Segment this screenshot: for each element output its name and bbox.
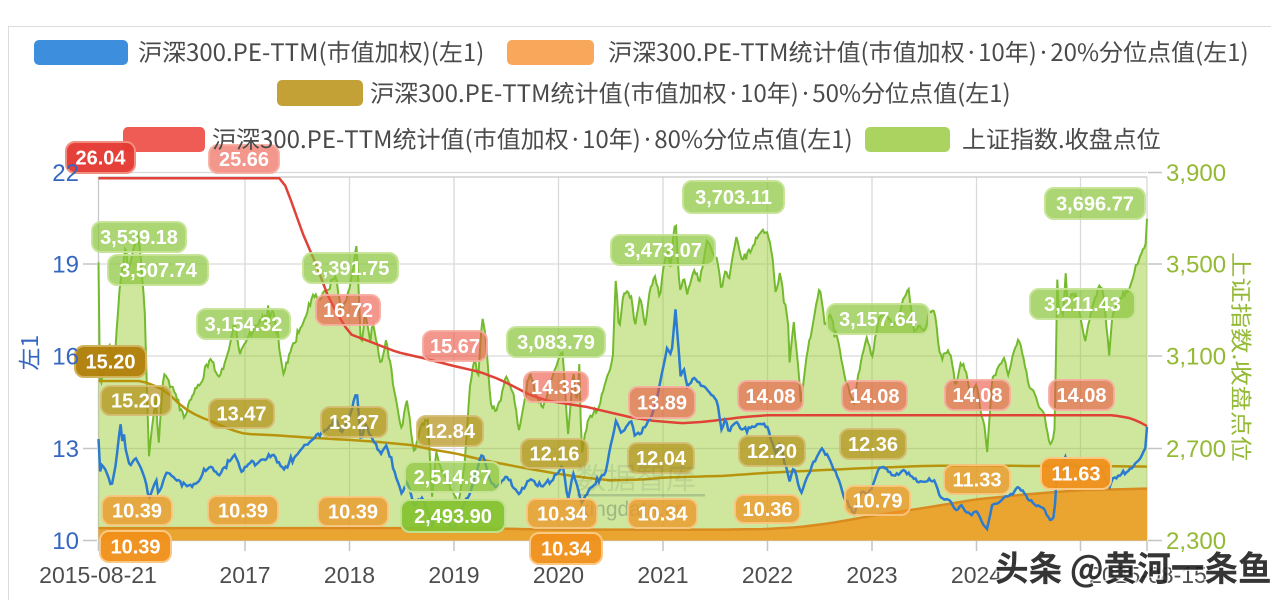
svg-text:13.47: 13.47 [216, 404, 266, 426]
svg-text:10.36: 10.36 [742, 499, 792, 521]
svg-text:15.20: 15.20 [111, 391, 161, 413]
svg-text:2020: 2020 [533, 562, 584, 588]
svg-text:2023: 2023 [846, 562, 897, 588]
svg-text:2021: 2021 [637, 562, 688, 588]
svg-text:3,473.07: 3,473.07 [624, 240, 702, 262]
svg-text:10.39: 10.39 [112, 501, 162, 523]
svg-text:2018: 2018 [324, 562, 375, 588]
svg-text:2022: 2022 [742, 562, 793, 588]
svg-text:14.35: 14.35 [531, 377, 581, 399]
svg-text:3,157.64: 3,157.64 [839, 309, 918, 331]
svg-text:10.34: 10.34 [537, 504, 588, 526]
svg-text:3,539.18: 3,539.18 [100, 227, 178, 249]
svg-text:10.39: 10.39 [218, 501, 268, 523]
svg-text:12.84: 12.84 [425, 421, 476, 443]
svg-text:14.08: 14.08 [745, 386, 795, 408]
svg-text:15.20: 15.20 [85, 352, 135, 374]
svg-text:3,211.43: 3,211.43 [1044, 294, 1121, 316]
svg-text:25.66: 25.66 [219, 149, 269, 171]
svg-text:12.16: 12.16 [529, 444, 579, 466]
svg-text:12.04: 12.04 [636, 448, 687, 470]
svg-text:10.79: 10.79 [852, 491, 902, 513]
svg-text:10.39: 10.39 [328, 502, 378, 524]
svg-text:19: 19 [52, 252, 79, 279]
svg-text:3,696.77: 3,696.77 [1056, 194, 1134, 216]
svg-text:10: 10 [52, 528, 79, 555]
svg-text:2024: 2024 [951, 562, 1002, 588]
svg-text:12.36: 12.36 [848, 434, 898, 456]
svg-text:11.63: 11.63 [1052, 464, 1101, 486]
svg-text:3,391.75: 3,391.75 [312, 258, 390, 280]
svg-text:2015-08-21: 2015-08-21 [39, 562, 157, 588]
svg-text:16.72: 16.72 [323, 300, 373, 322]
svg-text:2,700: 2,700 [1166, 436, 1226, 463]
svg-text:15.67: 15.67 [430, 336, 480, 358]
svg-text:3,900: 3,900 [1166, 160, 1226, 187]
svg-text:14.08: 14.08 [1056, 385, 1106, 407]
svg-text:14.08: 14.08 [952, 385, 1002, 407]
svg-text:22: 22 [52, 160, 79, 187]
svg-text:26.04: 26.04 [75, 148, 126, 170]
svg-text:3,100: 3,100 [1166, 344, 1226, 371]
svg-text:3,154.32: 3,154.32 [205, 314, 283, 336]
svg-text:2017: 2017 [219, 562, 270, 588]
svg-text:10.39: 10.39 [110, 537, 160, 559]
svg-text:13: 13 [52, 436, 79, 463]
svg-text:2019: 2019 [428, 562, 479, 588]
svg-text:11.33: 11.33 [953, 470, 1002, 492]
svg-text:2,514.87: 2,514.87 [414, 467, 492, 489]
svg-text:3,507.74: 3,507.74 [119, 260, 198, 282]
svg-text:12.20: 12.20 [747, 441, 797, 463]
svg-text:2,493.90: 2,493.90 [414, 506, 492, 528]
svg-text:14.08: 14.08 [849, 386, 899, 408]
svg-text:3,500: 3,500 [1166, 252, 1226, 279]
svg-text:13.27: 13.27 [329, 412, 379, 434]
svg-text:10.34: 10.34 [541, 539, 592, 561]
svg-text:10.34: 10.34 [637, 504, 688, 526]
svg-text:16: 16 [52, 344, 79, 371]
svg-text:3,703.11: 3,703.11 [695, 187, 772, 209]
svg-text:13.89: 13.89 [637, 393, 687, 415]
svg-text:3,083.79: 3,083.79 [517, 332, 595, 354]
